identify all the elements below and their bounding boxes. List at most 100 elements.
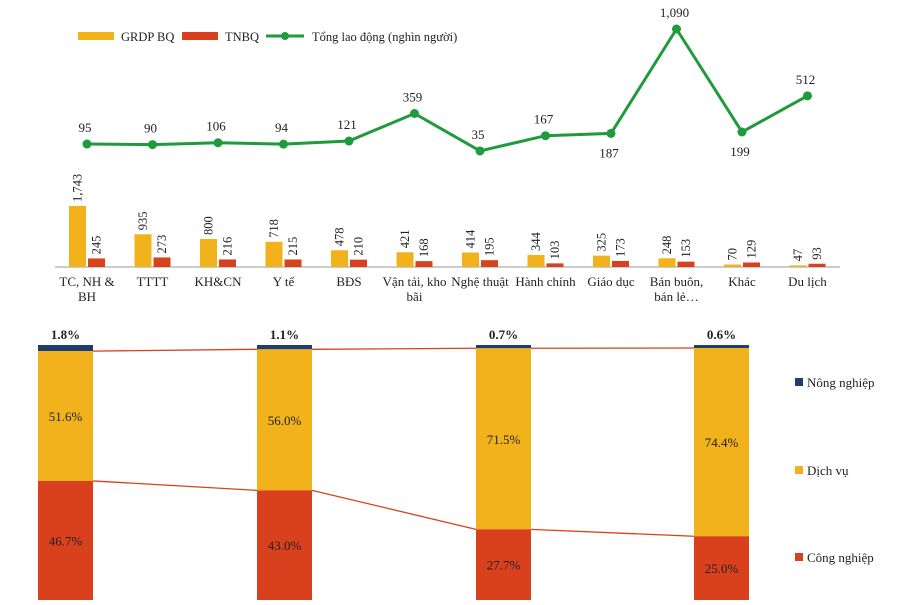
x-tick-label: Nghệ thuật	[451, 274, 509, 289]
data-label-cong-nghiep: 46.7%	[49, 533, 83, 548]
x-tick-label: TTTT	[137, 274, 169, 289]
data-label-grdp: 1,743	[71, 174, 85, 202]
connector-cong-nghiep	[93, 481, 257, 490]
point-labor	[148, 140, 157, 149]
data-label-labor: 95	[79, 120, 92, 135]
legend-label-dich-vu: Dịch vụ	[807, 463, 849, 478]
bar-tnbq	[743, 262, 760, 267]
data-label-nong-nghiep: 1.8%	[51, 327, 80, 342]
point-labor	[410, 109, 419, 118]
data-label-dich-vu: 56.0%	[268, 413, 302, 428]
x-tick-label: Giáo dục	[587, 274, 635, 289]
data-label-labor: 199	[730, 144, 750, 159]
data-label-grdp: 344	[529, 231, 543, 251]
legend-label-cong-nghiep: Công nghiệp	[807, 550, 874, 565]
data-label-grdp: 325	[595, 233, 609, 252]
x-tick-label: Khác	[728, 274, 756, 289]
connector-nong-nghiep	[93, 349, 257, 351]
bar-tnbq	[350, 260, 367, 267]
data-label-grdp: 800	[202, 216, 216, 235]
connector-nong-nghiep	[312, 348, 476, 349]
data-label-labor: 512	[796, 72, 816, 87]
bar-nong-nghiep	[476, 345, 531, 348]
x-tick-label: bán lẻ…	[654, 289, 698, 304]
data-label-tnbq: 210	[352, 237, 366, 256]
data-label-dich-vu: 51.6%	[49, 409, 83, 424]
data-label-labor: 187	[599, 145, 619, 160]
data-label-labor: 1,090	[660, 5, 689, 20]
point-labor	[541, 131, 550, 140]
data-label-labor: 94	[275, 120, 289, 135]
data-label-grdp: 421	[398, 230, 412, 249]
data-label-tnbq: 173	[614, 238, 628, 257]
x-tick-label: KH&CN	[195, 274, 243, 289]
data-label-cong-nghiep: 25.0%	[705, 561, 739, 576]
bar-tnbq	[88, 258, 105, 267]
data-label-labor: 121	[337, 117, 357, 132]
data-label-dich-vu: 71.5%	[487, 432, 521, 447]
data-label-nong-nghiep: 0.7%	[489, 327, 518, 342]
bar-tnbq	[612, 261, 629, 267]
legend-label-tnbq: TNBQ	[225, 30, 259, 44]
point-labor	[83, 140, 92, 149]
data-label-tnbq: 153	[679, 239, 693, 258]
point-labor	[214, 138, 223, 147]
bar-nong-nghiep	[694, 345, 749, 348]
legend-label-labor: Tổng lao động (nghìn người)	[312, 30, 457, 44]
x-tick-label: Du lịch	[788, 274, 827, 289]
legend-swatch-nong-nghiep	[795, 378, 803, 386]
data-label-labor: 167	[534, 112, 554, 127]
x-tick-label: Hành chính	[515, 274, 576, 289]
bar-grdp	[135, 234, 152, 267]
point-labor	[476, 146, 485, 155]
bar-nong-nghiep	[38, 345, 93, 351]
point-labor	[803, 91, 812, 100]
legend-swatch-dich-vu	[795, 466, 803, 474]
x-tick-label: Y tế	[273, 274, 296, 289]
x-tick-label: BH	[78, 289, 96, 304]
point-labor	[738, 127, 747, 136]
bar-tnbq	[481, 260, 498, 267]
legend-label-nong-nghiep: Nông nghiệp	[807, 375, 875, 390]
line-labor	[87, 29, 808, 151]
legend-swatch-tnbq	[182, 32, 218, 40]
legend-label-grdp: GRDP BQ	[121, 30, 174, 44]
bar-grdp	[69, 206, 86, 267]
bar-grdp	[462, 253, 479, 267]
x-tick-label: TC, NH &	[59, 274, 114, 289]
bar-tnbq	[809, 264, 826, 267]
bar-tnbq	[154, 257, 171, 267]
bar-grdp	[397, 252, 414, 267]
data-label-grdp: 70	[726, 248, 740, 261]
data-label-labor: 90	[144, 121, 157, 136]
data-label-tnbq: 168	[417, 238, 431, 257]
bar-grdp	[331, 250, 348, 267]
data-label-tnbq: 216	[221, 237, 235, 256]
data-label-grdp: 47	[791, 249, 805, 262]
data-label-nong-nghiep: 1.1%	[270, 327, 299, 342]
data-label-nong-nghiep: 0.6%	[707, 327, 736, 342]
x-tick-label: Vận tải, kho	[383, 274, 447, 289]
bar-grdp	[659, 258, 676, 267]
data-label-tnbq: 245	[90, 236, 104, 255]
data-label-tnbq: 129	[745, 240, 759, 259]
point-labor	[279, 140, 288, 149]
data-label-dich-vu: 74.4%	[705, 435, 739, 450]
data-label-tnbq: 273	[155, 235, 169, 254]
bar-nong-nghiep	[257, 345, 312, 349]
bar-tnbq	[219, 259, 236, 267]
point-labor	[607, 129, 616, 138]
data-label-grdp: 718	[267, 219, 281, 238]
data-label-grdp: 935	[136, 212, 150, 231]
bar-grdp	[200, 239, 217, 267]
data-label-grdp: 248	[660, 236, 674, 255]
data-label-grdp: 478	[333, 228, 347, 247]
bar-tnbq	[285, 259, 302, 267]
x-tick-label: bãi	[407, 289, 423, 304]
bar-grdp	[790, 265, 807, 267]
point-labor	[672, 25, 681, 34]
bar-tnbq	[678, 262, 695, 267]
data-label-tnbq: 93	[810, 247, 824, 260]
